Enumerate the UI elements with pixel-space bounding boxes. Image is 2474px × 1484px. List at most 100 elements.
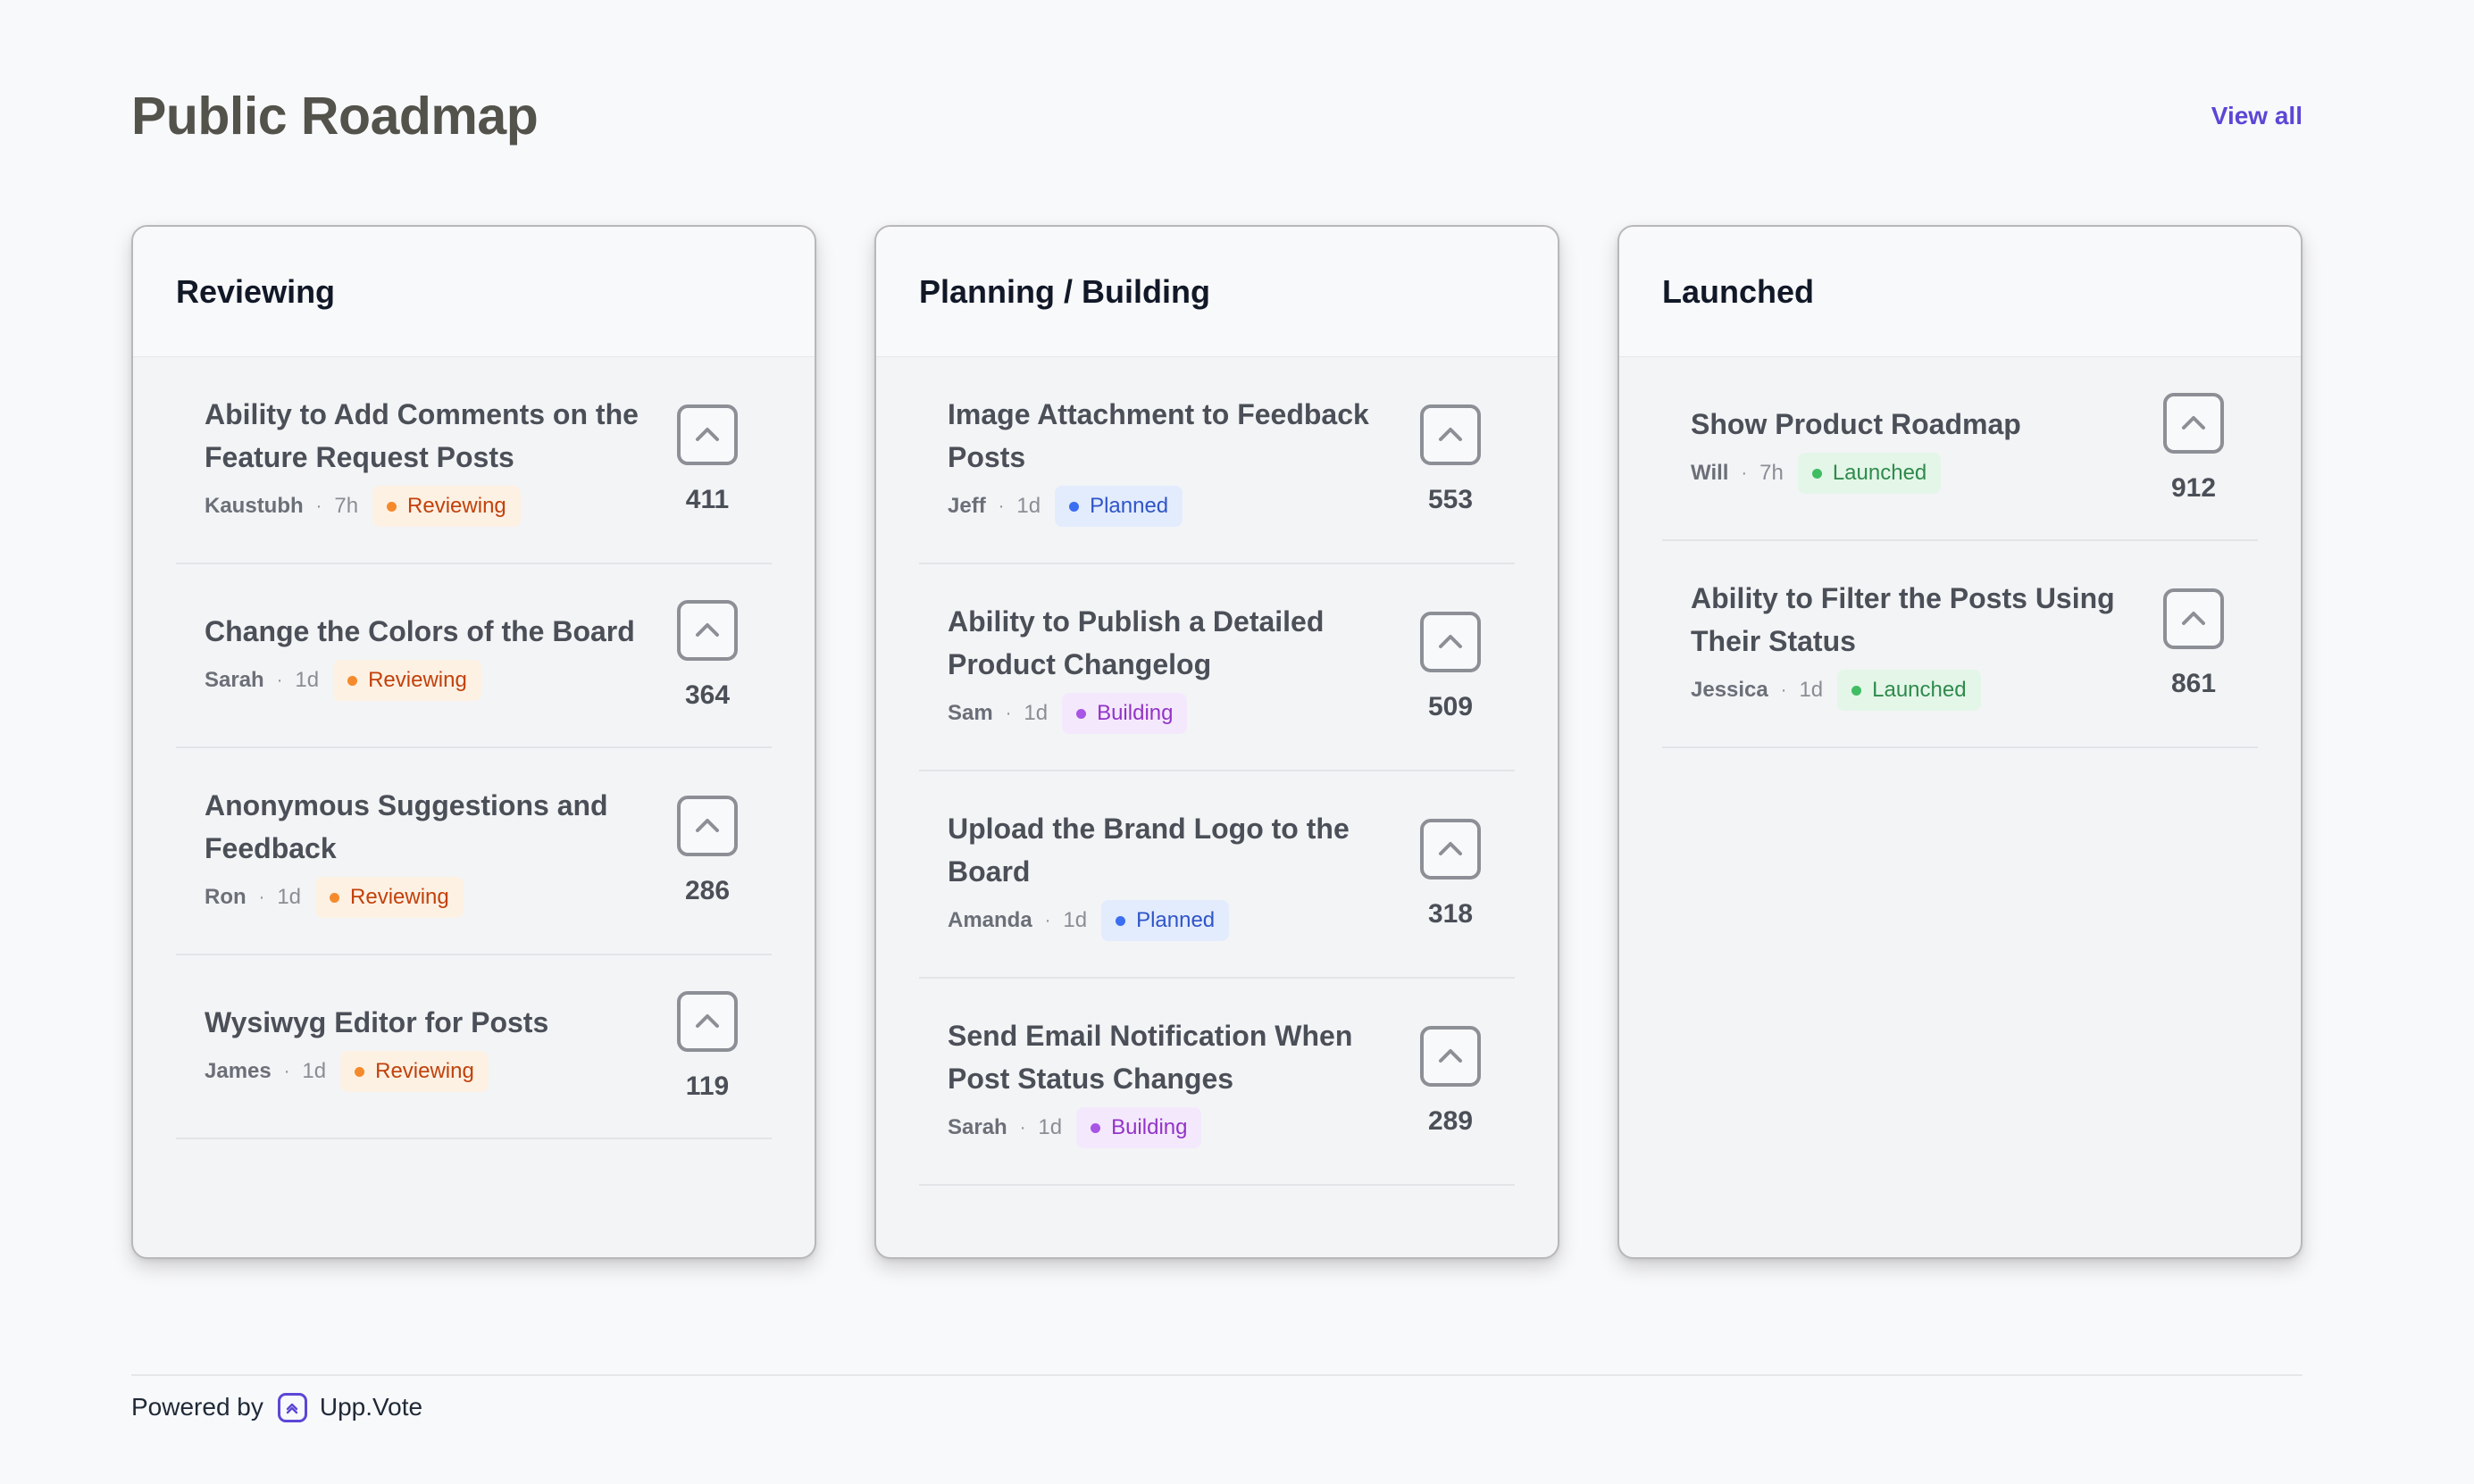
column-header: Reviewing bbox=[133, 227, 815, 357]
footer: Powered by Upp.Vote bbox=[131, 1389, 422, 1425]
post-author: James bbox=[205, 1059, 272, 1083]
meta-separator: · bbox=[1019, 1117, 1026, 1138]
vote-count: 509 bbox=[1427, 692, 1474, 721]
post-card[interactable]: Ability to Add Comments on the Feature R… bbox=[176, 357, 772, 564]
column-title: Reviewing bbox=[176, 272, 336, 310]
meta-separator: · bbox=[1741, 463, 1748, 483]
post-list: Image Attachment to Feedback Posts Jeff · 1… bbox=[876, 357, 1558, 1186]
post-age: 1d bbox=[295, 668, 320, 692]
post-content: Upload the Brand Logo to the Board Amanda… bbox=[948, 807, 1394, 941]
meta-separator: · bbox=[1780, 679, 1787, 700]
vote-widget: 411 bbox=[675, 404, 740, 515]
post-title[interactable]: Ability to Add Comments on the Feature R… bbox=[205, 398, 639, 473]
post-list: Ability to Add Comments on the Feature R… bbox=[133, 357, 815, 1139]
post-meta: Sam · 1d Building bbox=[948, 693, 1394, 734]
post-age: 1d bbox=[1024, 701, 1049, 725]
post-card[interactable]: Ability to Filter the Posts Using Their … bbox=[1662, 541, 2258, 748]
post-title[interactable]: Show Product Roadmap bbox=[1691, 408, 2021, 440]
meta-separator: · bbox=[315, 496, 322, 516]
status-label: Reviewing bbox=[368, 668, 467, 692]
post-card[interactable]: Anonymous Suggestions and Feedback Ron · 1d… bbox=[176, 748, 772, 955]
post-author: Kaustubh bbox=[205, 494, 304, 518]
upvote-button[interactable] bbox=[2163, 588, 2224, 649]
vote-count: 553 bbox=[1427, 485, 1474, 514]
post-card[interactable]: Wysiwyg Editor for Posts James · 1d Reviewin… bbox=[176, 955, 772, 1139]
vote-count: 289 bbox=[1427, 1106, 1474, 1136]
column-header: Planning / Building bbox=[876, 227, 1558, 357]
meta-separator: · bbox=[998, 496, 1005, 516]
column-planning-building: Planning / Building Image Attachment to F… bbox=[874, 225, 1559, 1259]
post-title[interactable]: Ability to Publish a Detailed Product Ch… bbox=[948, 605, 1325, 680]
post-list: Show Product Roadmap Will · 7h Launched 912 Ab… bbox=[1619, 357, 2301, 748]
post-card[interactable]: Image Attachment to Feedback Posts Jeff · 1… bbox=[919, 357, 1515, 564]
post-title[interactable]: Anonymous Suggestions and Feedback bbox=[205, 789, 608, 864]
status-badge: Building bbox=[1062, 693, 1188, 734]
status-dot bbox=[355, 1066, 365, 1077]
chevron-up-icon bbox=[1439, 1049, 1462, 1063]
post-content: Change the Colors of the Board Sarah · 1d Re… bbox=[205, 610, 651, 701]
post-title[interactable]: Send Email Notification When Post Status… bbox=[948, 1020, 1353, 1095]
vote-widget: 119 bbox=[675, 991, 740, 1102]
post-age: 1d bbox=[1038, 1115, 1063, 1139]
post-card[interactable]: Show Product Roadmap Will · 7h Launched 912 bbox=[1662, 357, 2258, 541]
status-badge: Planned bbox=[1055, 486, 1183, 527]
post-title[interactable]: Ability to Filter the Posts Using Their … bbox=[1691, 582, 2115, 657]
view-all-link[interactable]: View all bbox=[2211, 102, 2303, 129]
upvote-button[interactable] bbox=[677, 600, 738, 661]
post-author: Jeff bbox=[948, 494, 986, 518]
upvote-button[interactable] bbox=[1420, 612, 1481, 672]
post-author: Sarah bbox=[205, 668, 264, 692]
upvote-button[interactable] bbox=[677, 991, 738, 1052]
status-dot bbox=[347, 675, 358, 686]
post-meta: Ron · 1d Reviewing bbox=[205, 877, 651, 918]
post-author: Jessica bbox=[1691, 678, 1768, 702]
post-title[interactable]: Image Attachment to Feedback Posts bbox=[948, 398, 1369, 473]
post-card[interactable]: Send Email Notification When Post Status… bbox=[919, 979, 1515, 1186]
post-card[interactable]: Ability to Publish a Detailed Product Ch… bbox=[919, 564, 1515, 771]
upvote-button[interactable] bbox=[677, 796, 738, 856]
status-label: Building bbox=[1111, 1115, 1188, 1139]
meta-separator: · bbox=[283, 1061, 290, 1081]
post-title[interactable]: Change the Colors of the Board bbox=[205, 615, 635, 647]
vote-count: 411 bbox=[685, 485, 730, 514]
column-header: Launched bbox=[1619, 227, 2301, 357]
chevron-up-icon bbox=[696, 623, 719, 637]
post-content: Ability to Add Comments on the Feature R… bbox=[205, 393, 651, 527]
meta-separator: · bbox=[1044, 910, 1051, 930]
post-age: 1d bbox=[302, 1059, 327, 1083]
upvote-button[interactable] bbox=[1420, 819, 1481, 880]
post-age: 1d bbox=[1063, 908, 1088, 932]
post-card[interactable]: Change the Colors of the Board Sarah · 1d Re… bbox=[176, 564, 772, 748]
vote-count: 364 bbox=[684, 680, 731, 710]
status-label: Launched bbox=[1872, 678, 1967, 702]
status-label: Reviewing bbox=[350, 885, 449, 909]
post-content: Wysiwyg Editor for Posts James · 1d Reviewin… bbox=[205, 1001, 651, 1092]
status-badge: Launched bbox=[1837, 670, 1981, 711]
post-meta: Kaustubh · 7h Reviewing bbox=[205, 486, 651, 527]
uppvote-brand-link[interactable]: Upp.Vote bbox=[319, 1393, 423, 1421]
post-age: 1d bbox=[1016, 494, 1041, 518]
status-badge: Reviewing bbox=[315, 877, 464, 918]
post-meta: Jeff · 1d Planned bbox=[948, 486, 1394, 527]
meta-separator: · bbox=[1005, 703, 1012, 723]
post-author: Sam bbox=[948, 701, 993, 725]
post-title[interactable]: Upload the Brand Logo to the Board bbox=[948, 813, 1350, 888]
status-dot bbox=[1851, 685, 1862, 696]
post-content: Anonymous Suggestions and Feedback Ron · 1d… bbox=[205, 784, 651, 918]
post-age: 1d bbox=[277, 885, 302, 909]
status-dot bbox=[387, 501, 397, 512]
upvote-button[interactable] bbox=[1420, 404, 1481, 465]
vote-count: 318 bbox=[1427, 899, 1474, 929]
chevron-up-icon bbox=[696, 819, 719, 832]
status-badge: Reviewing bbox=[340, 1051, 489, 1092]
post-title[interactable]: Wysiwyg Editor for Posts bbox=[205, 1006, 549, 1038]
status-dot bbox=[1811, 468, 1822, 479]
post-card[interactable]: Upload the Brand Logo to the Board Amanda… bbox=[919, 771, 1515, 979]
post-age: 7h bbox=[334, 494, 359, 518]
meta-separator: · bbox=[258, 887, 265, 907]
upvote-button[interactable] bbox=[677, 404, 738, 465]
upvote-button[interactable] bbox=[1420, 1026, 1481, 1087]
upvote-button[interactable] bbox=[2163, 393, 2224, 454]
post-meta: Will · 7h Launched bbox=[1691, 453, 2137, 494]
